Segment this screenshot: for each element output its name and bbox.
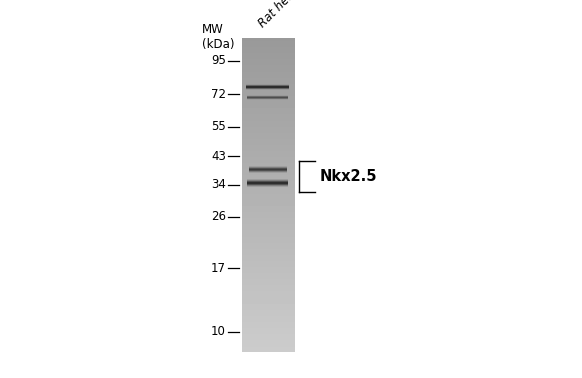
Text: 34: 34: [211, 178, 226, 191]
Text: 17: 17: [211, 262, 226, 274]
Text: MW
(kDa): MW (kDa): [202, 23, 235, 51]
Text: Nkx2.5: Nkx2.5: [320, 169, 377, 184]
Text: 95: 95: [211, 54, 226, 67]
Text: Rat heart: Rat heart: [255, 0, 304, 30]
Text: 10: 10: [211, 325, 226, 338]
Text: 43: 43: [211, 150, 226, 163]
Text: 26: 26: [211, 211, 226, 223]
Text: 72: 72: [211, 88, 226, 101]
Text: 55: 55: [211, 120, 226, 133]
